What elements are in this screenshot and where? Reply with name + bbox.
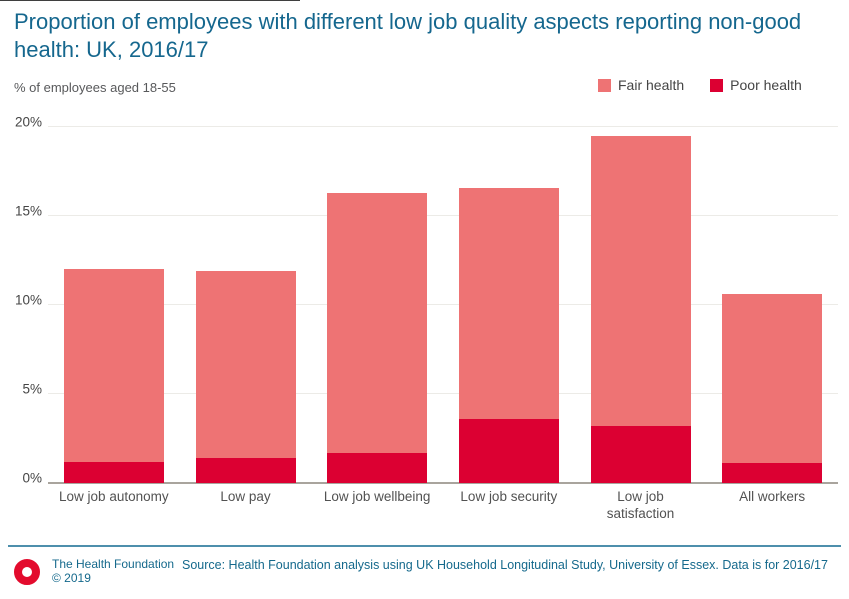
y-tick-label-5pct: 5%: [22, 381, 42, 397]
bar-low-job-autonomy-poor-health-segment: [63, 461, 164, 483]
gridline-20pct: [48, 126, 838, 127]
x-axis-labels: Low job autonomy Low pay Low job wellbeing…: [48, 488, 838, 528]
y-tick-label-10pct: 10%: [14, 292, 42, 308]
bar-low-pay-poor-health-segment: [195, 458, 296, 483]
legend-item-poor-health: Poor health: [710, 77, 802, 93]
y-tick-label-20pct: 20%: [14, 114, 42, 130]
bar-low-job-satisfaction: [590, 135, 691, 483]
x-label-low-job-autonomy: Low job autonomy: [59, 489, 169, 504]
bar-low-pay-fair-health-segment: [195, 271, 296, 459]
legend-swatch-poor-health: [710, 78, 724, 92]
y-tick-label-15pct: 15%: [14, 203, 42, 219]
bar-low-job-autonomy-fair-health-segment: [63, 269, 164, 462]
bar-all-workers-poor-health-segment: [722, 463, 823, 483]
bar-low-job-wellbeing-poor-health-segment: [327, 452, 428, 483]
bar-low-job-satisfaction-poor-health-segment: [590, 426, 691, 483]
x-label-all-workers: All workers: [739, 489, 806, 504]
legend-swatch-fair-health: [598, 78, 611, 92]
y-axis: 0% 5% 10% 15% 20%: [0, 115, 42, 486]
x-label-low-job-satisfaction: Low job satisfaction: [606, 489, 675, 521]
gridline-5pct: [48, 393, 838, 394]
bar-low-job-autonomy: [63, 269, 164, 483]
legend-label-fair-health: Fair health: [618, 77, 685, 93]
chart-title: Proportion of employees with different l…: [14, 9, 802, 62]
bar-low-job-security-poor-health-segment: [458, 418, 559, 483]
legend-label-poor-health: Poor health: [730, 77, 802, 93]
x-label-low-pay: Low pay: [220, 489, 271, 504]
bar-low-job-security-fair-health-segment: [458, 187, 559, 419]
health-foundation-logo-icon: [14, 559, 40, 585]
x-label-low-job-wellbeing: Low job wellbeing: [323, 489, 431, 504]
bar-all-workers-fair-health-segment: [722, 294, 823, 464]
footer-org-name: The Health Foundation: [52, 557, 175, 571]
footer-copyright: © 2019: [52, 571, 91, 585]
window-edge-artifact: [0, 0, 300, 1]
bar-low-pay: [195, 271, 296, 483]
gridline-0pct: [48, 482, 838, 484]
bar-low-job-wellbeing: [327, 192, 428, 483]
bar-all-workers: [722, 294, 823, 483]
bar-low-job-security: [458, 187, 559, 483]
y-tick-label-0pct: 0%: [22, 470, 42, 486]
plot-area: [48, 126, 838, 484]
footer-attribution: The Health Foundation © 2019: [52, 557, 174, 585]
footer-divider: [8, 545, 841, 547]
footer-source: Source: Health Foundation analysis using…: [182, 558, 828, 572]
legend-item-fair-health: Fair health: [598, 77, 684, 93]
gridline-10pct: [48, 304, 838, 305]
legend: Fair health Poor health: [598, 77, 802, 93]
chart-subtitle: % of employees aged 18-55: [14, 80, 176, 95]
bar-low-job-wellbeing-fair-health-segment: [327, 192, 428, 453]
x-label-low-job-security: Low job security: [460, 489, 558, 504]
gridline-15pct: [48, 215, 838, 216]
bar-low-job-satisfaction-fair-health-segment: [590, 135, 691, 427]
